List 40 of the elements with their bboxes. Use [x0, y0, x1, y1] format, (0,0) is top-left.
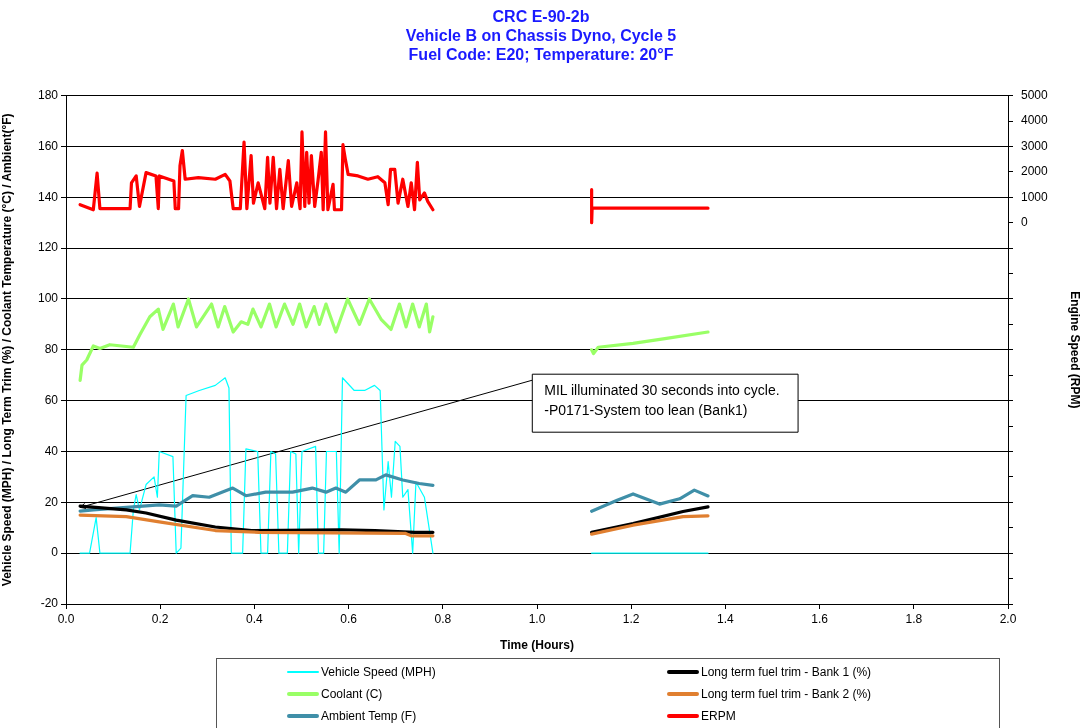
x-tick-label: 0.6 [340, 611, 358, 626]
legend-label: Coolant (C) [321, 687, 383, 701]
y2-tick-label: 1000 [1021, 189, 1049, 204]
y-tick-label: 120 [37, 240, 59, 255]
y-tick-label: 60 [44, 392, 59, 407]
x-axis-title: Time (Hours) [500, 638, 574, 653]
legend-label: Long term fuel trim - Bank 2 (%) [701, 687, 872, 701]
x-tick-label: 1.4 [717, 611, 735, 626]
legend-label: Vehicle Speed (MPH) [321, 665, 436, 679]
x-tick-label: 0.0 [57, 611, 75, 626]
y-tick-label: 0 [51, 545, 59, 560]
x-tick-label: 1.8 [905, 611, 923, 626]
y-tick-label: 40 [44, 443, 59, 458]
x-tick-label: 0.2 [151, 611, 169, 626]
x-tick-label: 0.8 [434, 611, 452, 626]
x-tick-label: 1.2 [622, 611, 640, 626]
y-tick-label: 80 [44, 342, 59, 357]
y2-tick-label: 4000 [1021, 113, 1049, 128]
y-tick-label: 160 [37, 138, 59, 153]
x-tick-label: 0.4 [246, 611, 264, 626]
x-tick-label: 2.0 [999, 611, 1017, 626]
chart-subtitle: Vehicle B on Chassis Dyno, Cycle 5 Fuel Code: E20; Temperature: 20°F [405, 27, 677, 64]
y2-tick-label: 3000 [1021, 138, 1049, 153]
y-tick-label: 20 [44, 494, 59, 509]
y2-axis-title: Engine Speed (RPM) [1068, 291, 1082, 409]
legend-label: ERPM [701, 709, 736, 723]
y2-tick-label: 2000 [1021, 164, 1049, 179]
y2-tick-label: 5000 [1021, 87, 1049, 102]
x-tick-label: 1.0 [528, 611, 546, 626]
y-tick-label: 180 [37, 87, 59, 102]
annotation: MIL illuminated 30 seconds into cycle. -P0171-System too lean (Bank1) [544, 382, 780, 419]
legend-label: Ambient Temp (F) [321, 709, 417, 723]
x-tick-label: 1.6 [811, 611, 829, 626]
y2-tick-label: 0 [1021, 215, 1028, 230]
legend-label: Long term fuel trim - Bank 1 (%) [701, 665, 872, 679]
y-tick-label: 100 [37, 291, 59, 306]
y-tick-label: 140 [37, 189, 59, 204]
y-tick-label: -20 [40, 596, 59, 611]
chart-title: CRC E-90-2b [492, 8, 590, 26]
y-axis-title: Vehicle Speed (MPH) / Long Term Trim (%) / Coolant Temperature (°C) / Ambient(°F) [0, 113, 14, 587]
